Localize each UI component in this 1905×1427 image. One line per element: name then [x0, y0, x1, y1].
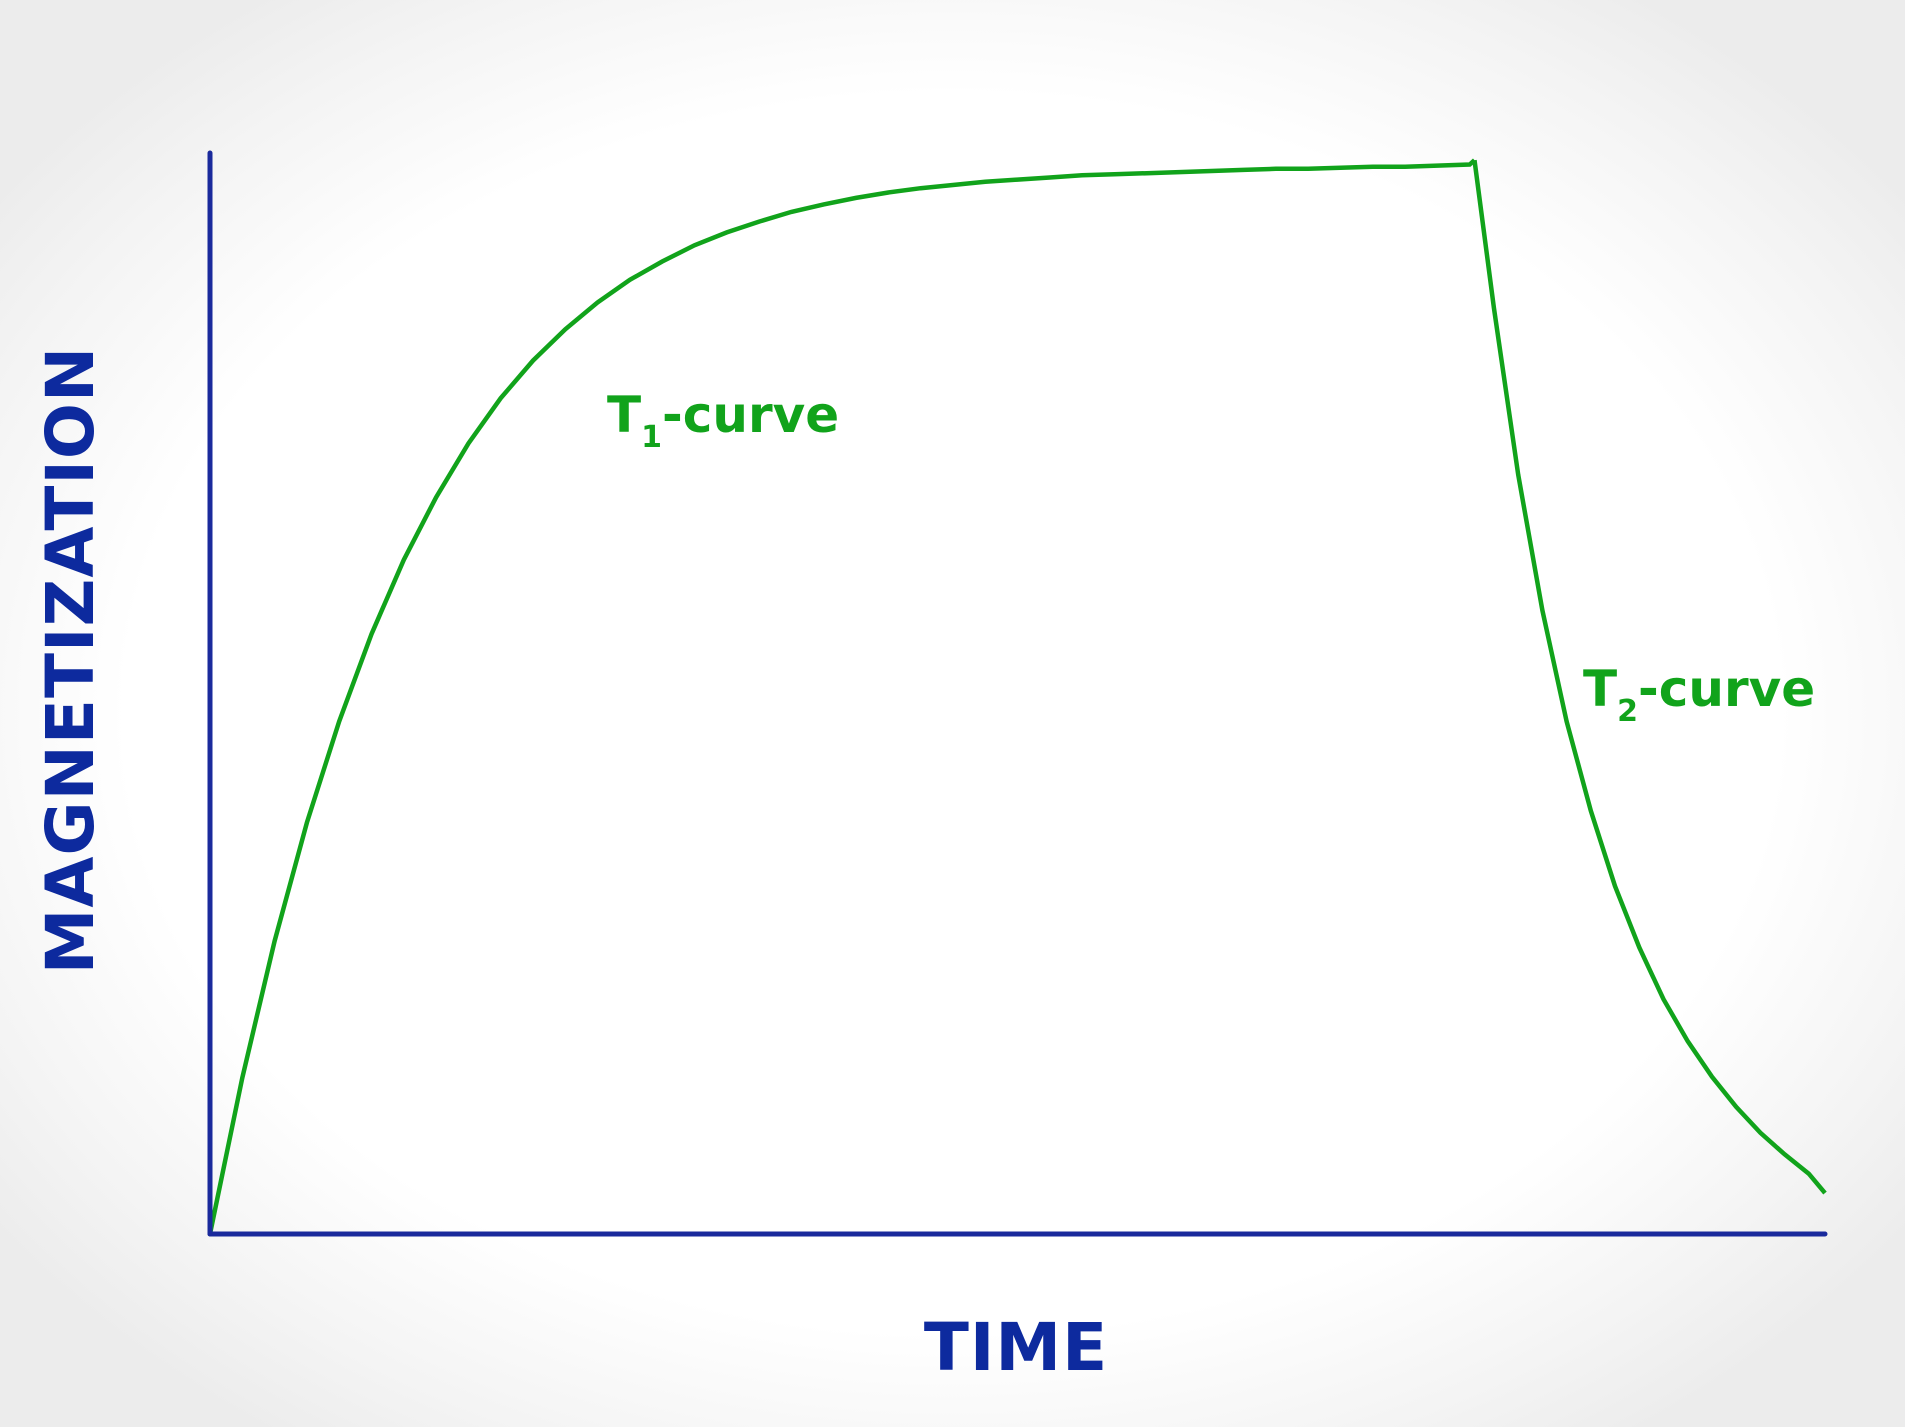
curves-group — [207, 158, 1827, 1235]
t1-label-subscript: 1 — [641, 420, 662, 455]
t1-label-suffix: -curve — [662, 386, 839, 444]
t1-curve-label: T1-curve — [607, 386, 839, 455]
x-axis-title: TIME — [924, 1309, 1108, 1386]
t2-label-subscript: 2 — [1617, 694, 1638, 729]
t2-label-suffix: -curve — [1638, 660, 1815, 718]
t1-label-base: T — [607, 386, 641, 444]
t2-curve-line — [1472, 159, 1827, 1195]
t2-curve-label: T2-curve — [1583, 660, 1815, 729]
t2-label-base: T — [1583, 660, 1617, 718]
y-axis-title: MAGNETIZATION — [32, 346, 109, 975]
t1-curve-line — [207, 158, 1477, 1235]
